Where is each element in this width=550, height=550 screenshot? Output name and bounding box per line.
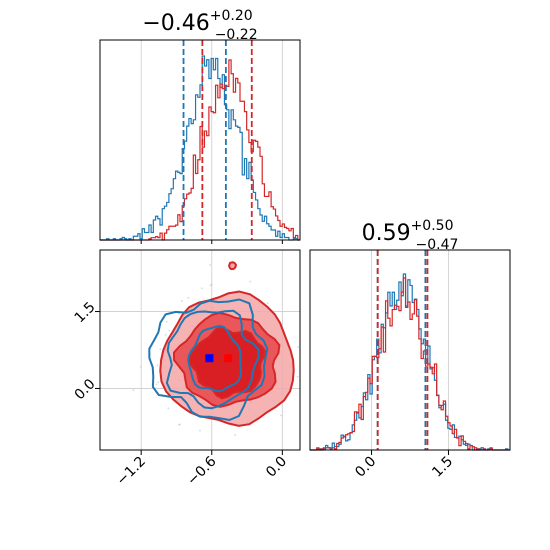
scatter-point <box>165 320 168 323</box>
scatter-point <box>297 346 300 348</box>
top-title-median: −0.46 <box>142 11 209 36</box>
right-axes-frame <box>309 249 511 451</box>
top-title-minus: −0.22 <box>215 27 258 43</box>
x-tick-label: 0.0 <box>263 454 290 481</box>
scatter-point <box>211 283 213 286</box>
y-tick-label: 1.5 <box>72 299 99 326</box>
top-quantile-lines <box>182 40 253 240</box>
right-x-ticks: 0.0 1.5 <box>352 450 456 481</box>
scatter-point <box>266 302 269 305</box>
scatter-point <box>180 300 183 302</box>
scatter-point <box>209 284 212 287</box>
right-histogram-blue <box>310 273 510 451</box>
scatter-point <box>159 348 162 351</box>
scatter-point <box>168 329 171 332</box>
scatter-point <box>249 280 252 283</box>
scatter-point <box>132 389 135 392</box>
top-marginal-panel: −0.46+0.20 −0.22 <box>99 8 301 244</box>
blue-contour-outer <box>148 298 269 422</box>
x-tick-label: −1.2 <box>114 454 149 489</box>
top-title-plus: +0.20 <box>210 8 253 24</box>
right-marginal-panel: 0.59+0.50 −0.47 0.0 1.5 <box>309 218 511 481</box>
top-axes-frame <box>99 39 301 241</box>
scatter-point <box>296 375 299 378</box>
scatter-point <box>280 414 282 417</box>
right-title-median: 0.59 <box>362 221 411 246</box>
y-tick-label: 0.0 <box>72 376 99 403</box>
scatter-point <box>187 296 190 299</box>
truth-marker <box>205 354 214 363</box>
scatter-point <box>209 264 211 266</box>
scatter-point <box>164 333 167 336</box>
right-title-minus: −0.47 <box>415 237 458 253</box>
scatter-point <box>200 287 203 290</box>
right-histogram-red <box>310 277 510 451</box>
x-tick-label: 1.5 <box>429 454 456 481</box>
joint-x-ticks: −1.2 −0.6 0.0 <box>114 450 290 489</box>
scatter-point <box>199 429 201 432</box>
x-tick-label: 0.0 <box>352 454 379 481</box>
scatter-point <box>178 313 181 315</box>
joint-y-ticks: 1.5 0.0 <box>72 299 100 403</box>
scatter-point <box>160 387 163 390</box>
top-histogram-red <box>100 59 300 241</box>
right-quantile-lines <box>376 250 429 450</box>
scatter-point <box>321 340 323 342</box>
right-title: 0.59+0.50 −0.47 <box>362 218 459 253</box>
truth-marker <box>224 354 233 363</box>
blue-contour-middle <box>165 309 260 410</box>
red-contour-island <box>228 261 238 271</box>
joint-axes-frame <box>99 249 301 451</box>
scatter-point <box>167 407 170 410</box>
top-title: −0.46+0.20 −0.22 <box>142 8 257 43</box>
scatter-point <box>139 365 142 368</box>
joint-panel: −1.2 −0.6 0.0 1.5 0.0 <box>72 249 323 489</box>
scatter-point <box>157 381 160 384</box>
joint-markers <box>205 354 233 363</box>
scatter-point <box>155 383 158 386</box>
right-title-plus: +0.50 <box>411 218 454 234</box>
blue-contour-inner <box>187 324 242 393</box>
right-gridlines <box>371 250 449 450</box>
scatter-point <box>178 423 180 426</box>
x-tick-label: −0.6 <box>184 453 219 488</box>
top-histogram-blue <box>100 55 300 241</box>
top-gridlines <box>140 40 283 244</box>
scatter-point <box>234 433 237 436</box>
scatter-point <box>156 364 159 367</box>
